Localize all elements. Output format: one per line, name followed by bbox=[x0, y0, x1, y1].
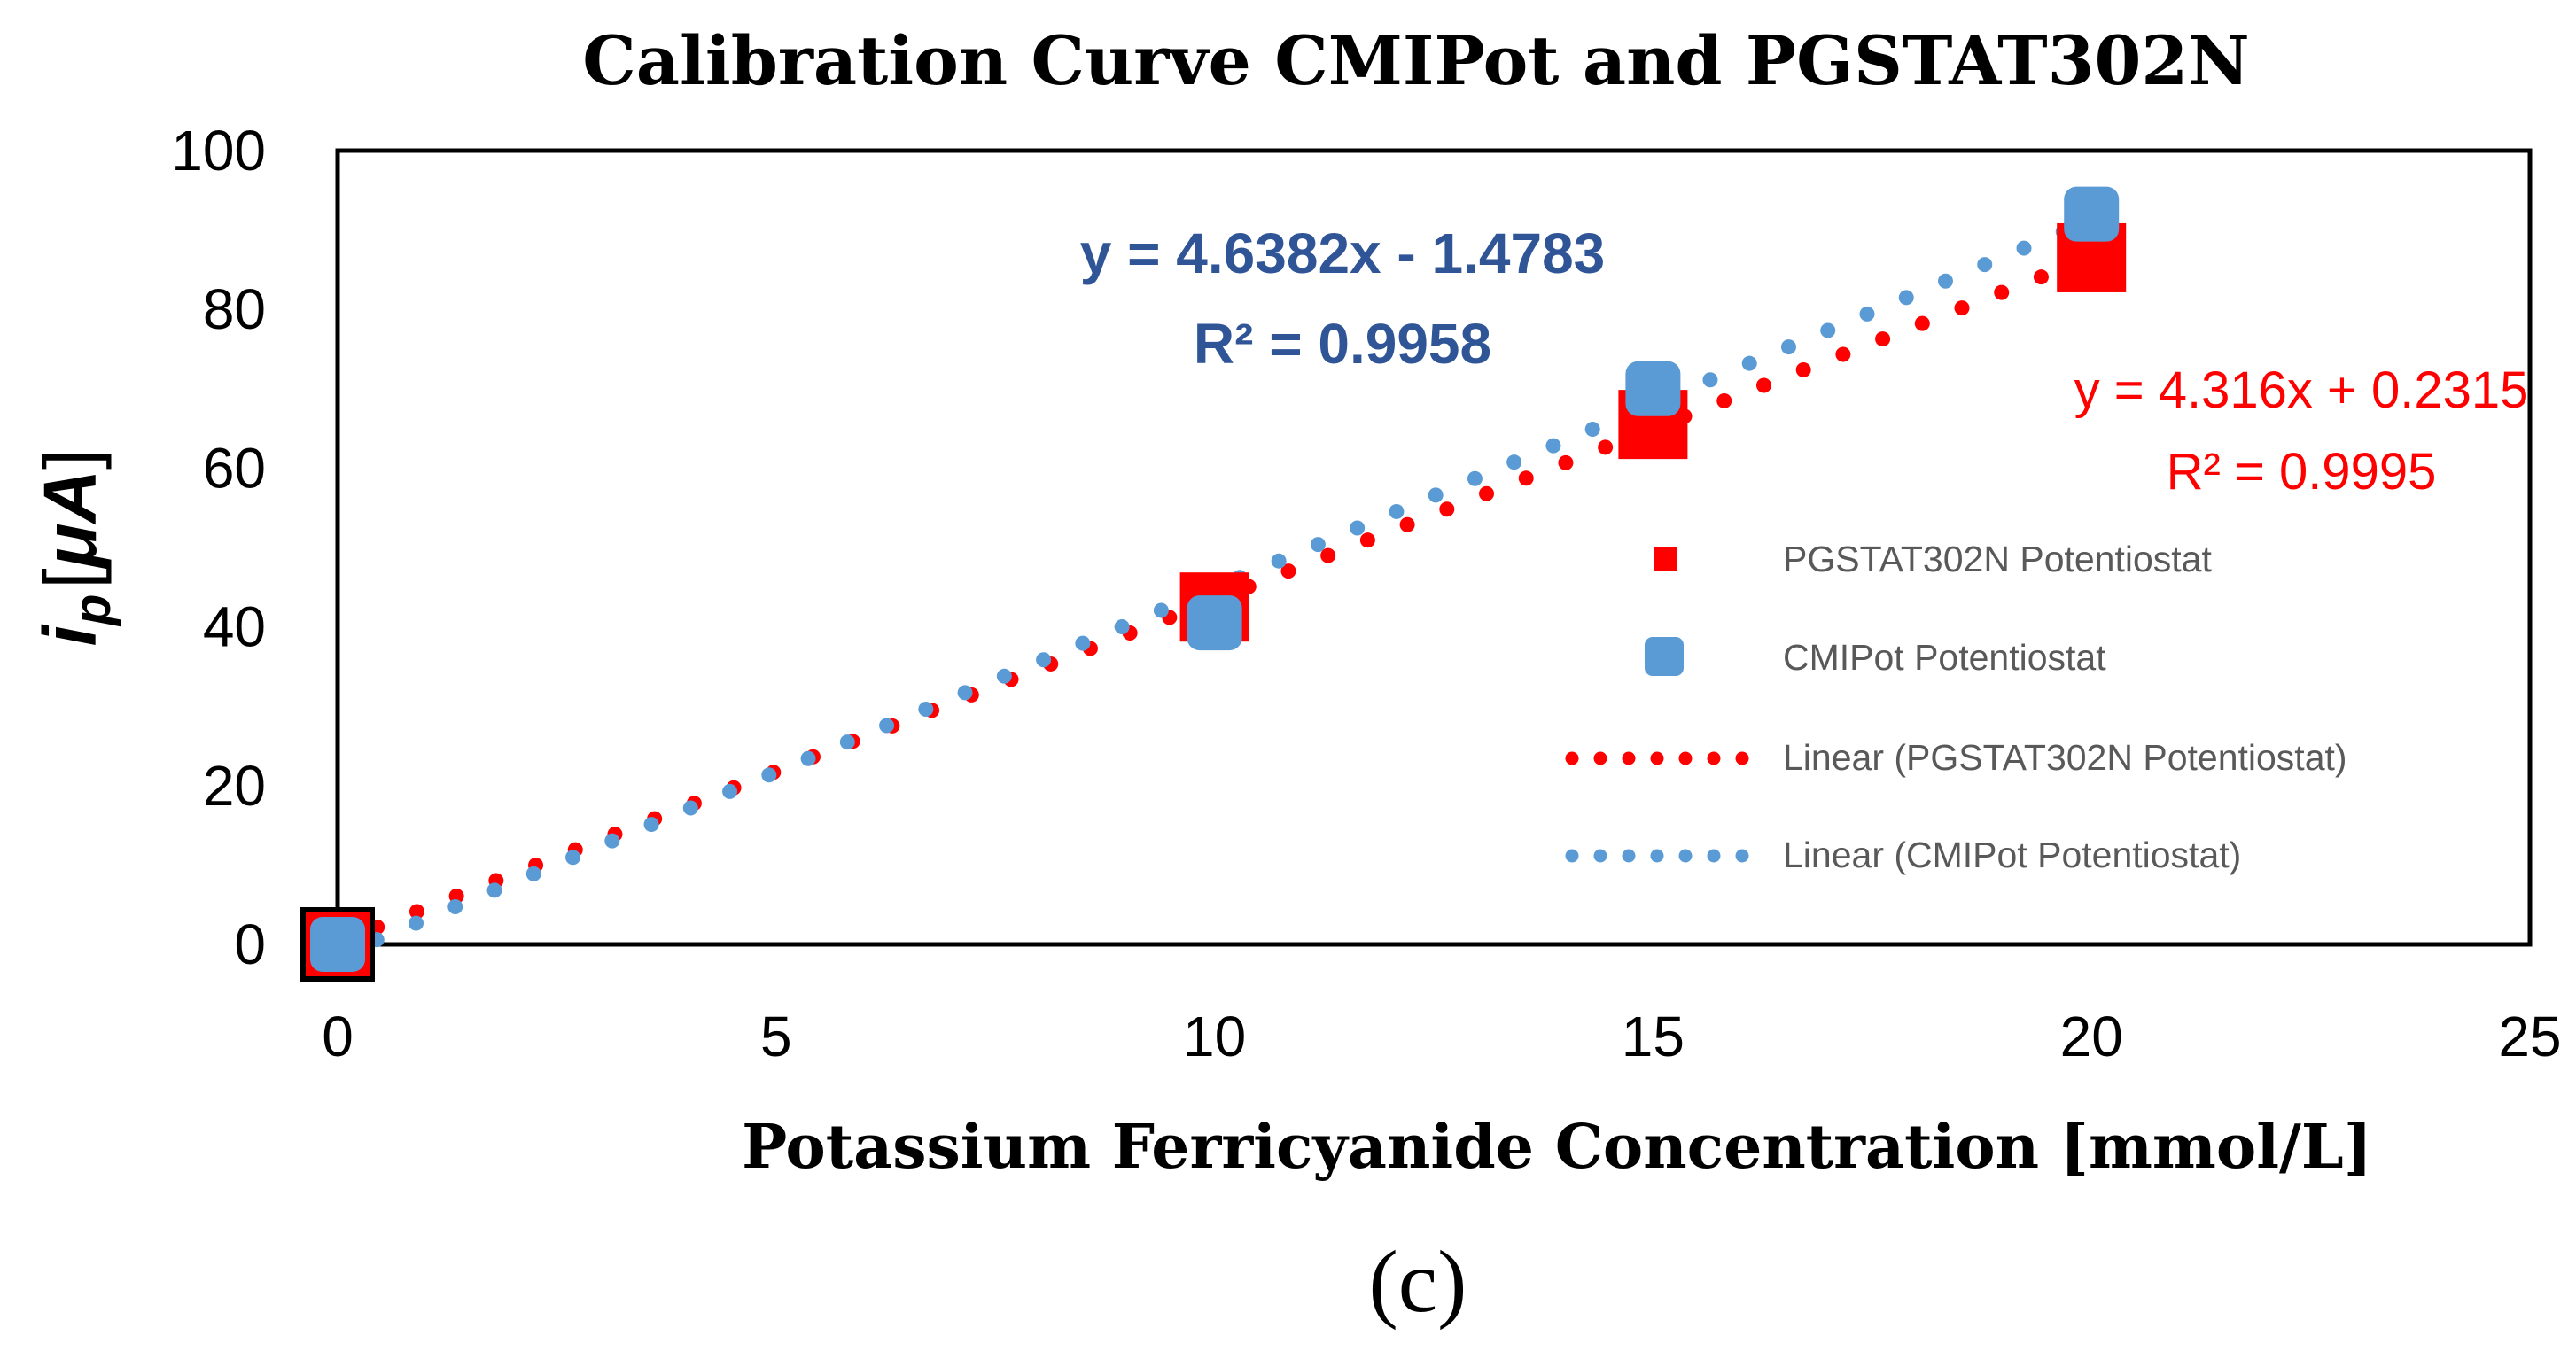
cmipot-point bbox=[2064, 186, 2120, 242]
x-axis-ticks: 0 5 10 15 20 25 bbox=[322, 1005, 2561, 1068]
legend-label-linear-cmipot: Linear (CMIPot Potentiostat) bbox=[1783, 835, 2241, 875]
pgstat-r2: R² = 0.9995 bbox=[2167, 443, 2437, 501]
y-axis-label: ip [μA] bbox=[28, 449, 121, 647]
x-tick-label: 0 bbox=[322, 1005, 354, 1068]
plot-area bbox=[335, 148, 2533, 947]
legend-marker-pgstat bbox=[1654, 547, 1677, 571]
y-tick-label: 0 bbox=[234, 912, 266, 976]
y-label-main: i bbox=[28, 624, 112, 646]
figure-caption: (c) bbox=[1369, 1232, 1467, 1331]
x-tick-label: 15 bbox=[1622, 1005, 1685, 1068]
legend: PGSTAT302N Potentiostat CMIPot Potentios… bbox=[1565, 539, 2347, 875]
cmipot-point bbox=[1625, 361, 1681, 416]
y-label-open: [ bbox=[28, 568, 112, 588]
pgstat-equation: y = 4.316x + 0.2315 bbox=[2074, 361, 2529, 419]
x-tick-label: 20 bbox=[2060, 1005, 2123, 1068]
y-label-sub: p bbox=[64, 594, 121, 627]
y-tick-label: 100 bbox=[171, 119, 266, 182]
cmipot-equation: y = 4.6382x - 1.4783 bbox=[1080, 221, 1606, 285]
y-tick-label: 40 bbox=[203, 595, 266, 659]
x-tick-label: 5 bbox=[760, 1005, 792, 1068]
y-axis-ticks: 0 20 40 60 80 100 bbox=[171, 119, 266, 976]
y-label-close: ] bbox=[28, 449, 112, 470]
chart-title: Calibration Curve CMIPot and PGSTAT302N bbox=[582, 21, 2249, 100]
y-label-unit: μA bbox=[28, 470, 112, 570]
y-tick-label: 20 bbox=[203, 754, 266, 818]
legend-label-linear-pgstat: Linear (PGSTAT302N Potentiostat) bbox=[1783, 737, 2347, 778]
svg-text:ip[μA]: ip [μA] bbox=[28, 449, 121, 647]
y-tick-label: 60 bbox=[203, 436, 266, 500]
x-axis-label: Potassium Ferricyanide Concentration [mm… bbox=[742, 1112, 2372, 1183]
y-tick-label: 80 bbox=[203, 277, 266, 341]
legend-label-cmipot: CMIPot Potentiostat bbox=[1783, 637, 2106, 678]
cmipot-point bbox=[310, 917, 365, 972]
legend-label-pgstat: PGSTAT302N Potentiostat bbox=[1783, 539, 2212, 579]
cmipot-r2: R² = 0.9958 bbox=[1194, 312, 1491, 376]
legend-marker-cmipot bbox=[1645, 637, 1684, 676]
cmipot-point bbox=[1187, 595, 1242, 651]
data-markers bbox=[300, 186, 2127, 982]
x-tick-label: 25 bbox=[2498, 1005, 2561, 1068]
x-tick-label: 10 bbox=[1183, 1005, 1246, 1068]
